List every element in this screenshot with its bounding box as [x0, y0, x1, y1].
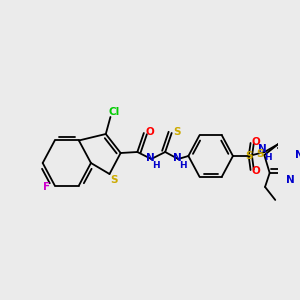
Text: H: H — [264, 152, 272, 161]
Text: S: S — [110, 175, 118, 185]
Text: O: O — [145, 127, 154, 137]
Text: S: S — [256, 149, 263, 159]
Text: H: H — [179, 160, 187, 169]
Text: H: H — [152, 160, 160, 169]
Text: N: N — [146, 153, 155, 163]
Text: F: F — [43, 182, 50, 191]
Text: N: N — [173, 153, 182, 163]
Text: N: N — [286, 175, 294, 185]
Text: O: O — [252, 137, 260, 147]
Text: O: O — [252, 166, 260, 176]
Text: S: S — [173, 127, 181, 137]
Text: Cl: Cl — [109, 107, 120, 117]
Text: N: N — [295, 150, 300, 160]
Text: S: S — [245, 151, 253, 161]
Text: N: N — [258, 144, 267, 154]
